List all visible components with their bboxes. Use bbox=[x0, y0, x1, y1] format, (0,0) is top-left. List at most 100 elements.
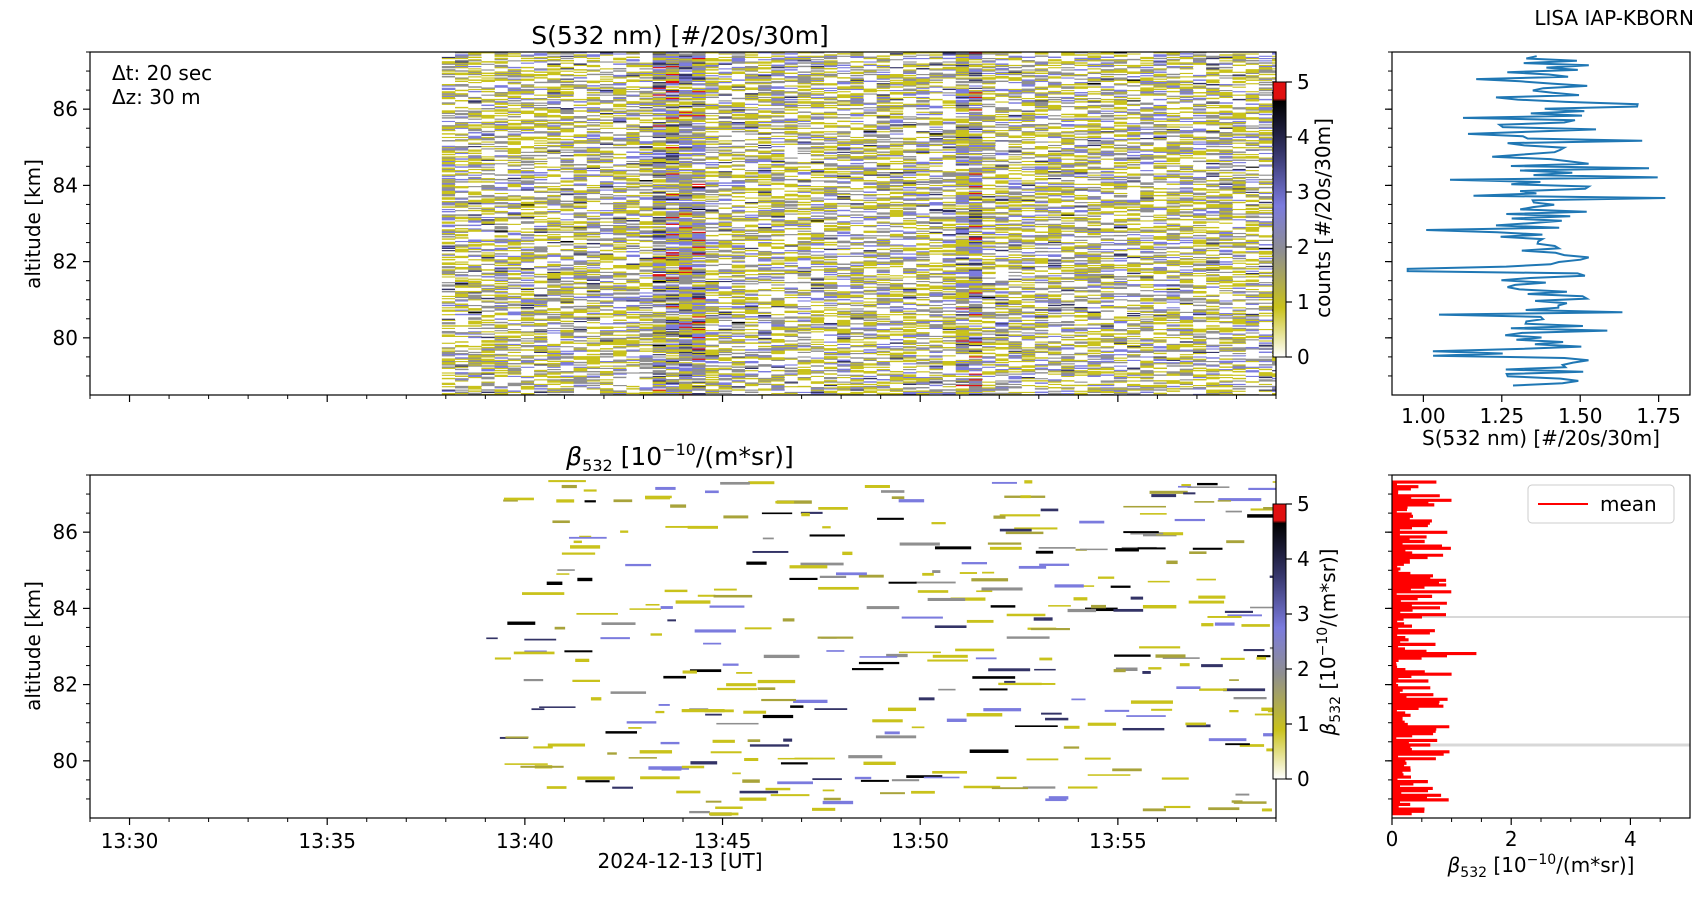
signal-cell bbox=[573, 167, 588, 169]
signal-cell bbox=[705, 124, 719, 126]
signal-cell bbox=[665, 375, 680, 377]
signal-cell bbox=[507, 258, 522, 261]
signal-cell bbox=[481, 280, 495, 283]
signal-cell bbox=[520, 383, 535, 386]
signal-cell bbox=[613, 351, 627, 353]
signal-cell bbox=[494, 160, 509, 163]
signal-cell bbox=[481, 68, 495, 70]
signal-cell bbox=[520, 206, 535, 208]
signal-cell bbox=[652, 178, 667, 181]
signal-cell bbox=[560, 80, 575, 83]
signal-cell bbox=[494, 253, 509, 255]
signal-cell bbox=[573, 342, 588, 344]
signal-cell bbox=[455, 360, 469, 363]
signal-cell bbox=[547, 316, 561, 318]
signal-cell bbox=[494, 86, 509, 88]
signal-cell bbox=[441, 231, 456, 233]
signal-cell bbox=[441, 162, 456, 165]
signal-cell bbox=[494, 230, 509, 232]
signal-cell bbox=[626, 133, 640, 135]
signal-cell bbox=[652, 272, 667, 275]
signal-cell bbox=[586, 269, 601, 271]
signal-cell bbox=[665, 206, 680, 208]
signal-cell bbox=[547, 94, 561, 96]
signal-cell bbox=[455, 103, 469, 105]
signal-cell bbox=[547, 303, 561, 305]
signal-cell bbox=[613, 95, 627, 97]
signal-cell bbox=[652, 130, 667, 133]
signal-cell bbox=[455, 72, 469, 75]
signal-cell bbox=[626, 381, 640, 383]
signal-cell bbox=[586, 260, 601, 262]
signal-cell bbox=[455, 274, 469, 277]
signal-cell bbox=[560, 241, 575, 244]
signal-cell bbox=[441, 156, 456, 158]
signal-cell bbox=[547, 97, 561, 100]
signal-cell bbox=[520, 232, 535, 235]
signal-cell bbox=[599, 52, 614, 54]
signal-cell bbox=[547, 183, 561, 185]
signal-cell bbox=[626, 104, 640, 107]
signal-cell bbox=[441, 281, 456, 284]
signal-cell bbox=[468, 189, 482, 191]
signal-cell bbox=[626, 109, 640, 111]
signal-cell bbox=[481, 298, 495, 301]
signal-cell bbox=[560, 226, 575, 229]
signal-cell bbox=[652, 376, 667, 379]
signal-cell bbox=[441, 168, 456, 171]
signal-cell bbox=[547, 133, 561, 135]
signal-cell bbox=[613, 230, 627, 232]
signal-cell bbox=[481, 319, 495, 321]
signal-cell bbox=[455, 316, 469, 318]
signal-cell bbox=[599, 137, 614, 140]
signal-cell bbox=[547, 199, 561, 201]
signal-cell bbox=[639, 335, 654, 337]
signal-cell bbox=[455, 270, 469, 272]
signal-cell bbox=[507, 55, 522, 57]
signal-cell bbox=[455, 261, 469, 263]
signal-cell bbox=[639, 321, 654, 324]
signal-cell bbox=[652, 382, 667, 384]
signal-cell bbox=[665, 373, 680, 375]
signal-cell bbox=[547, 236, 561, 238]
signal-cell bbox=[441, 92, 456, 94]
signal-cell bbox=[560, 70, 575, 72]
signal-cell bbox=[665, 306, 680, 309]
signal-cell bbox=[468, 218, 482, 221]
signal-cell bbox=[586, 102, 601, 104]
signal-cell bbox=[626, 392, 640, 395]
signal-cell bbox=[652, 74, 667, 77]
signal-cell bbox=[507, 130, 522, 133]
signal-cell bbox=[560, 62, 575, 64]
signal-cell bbox=[705, 378, 719, 381]
signal-cell bbox=[586, 327, 601, 329]
signal-cell bbox=[639, 359, 654, 361]
signal-cell bbox=[652, 66, 667, 69]
signal-cell bbox=[534, 166, 548, 168]
signal-cell bbox=[573, 274, 588, 277]
signal-cell bbox=[613, 232, 627, 235]
signal-cell bbox=[573, 183, 588, 185]
signal-cell bbox=[481, 344, 495, 347]
signal-cell bbox=[665, 208, 680, 211]
signal-cell bbox=[639, 273, 654, 276]
signal-cell bbox=[547, 138, 561, 141]
signal-cell bbox=[639, 325, 654, 327]
signal-cell bbox=[652, 174, 667, 176]
signal-cell bbox=[534, 61, 548, 63]
signal-cell bbox=[586, 213, 601, 215]
signal-cell bbox=[534, 335, 548, 337]
signal-cell bbox=[560, 300, 575, 302]
signal-cell bbox=[441, 81, 456, 84]
signal-cell bbox=[534, 352, 548, 355]
signal-cell bbox=[534, 305, 548, 308]
signal-cell bbox=[441, 352, 456, 355]
signal-cell bbox=[507, 143, 522, 145]
signal-cell bbox=[665, 329, 680, 332]
signal-cell bbox=[652, 245, 667, 247]
signal-cell bbox=[481, 148, 495, 150]
signal-cell bbox=[534, 93, 548, 95]
signal-cell bbox=[573, 202, 588, 205]
signal-cell bbox=[665, 382, 680, 384]
signal-cell bbox=[639, 52, 654, 54]
